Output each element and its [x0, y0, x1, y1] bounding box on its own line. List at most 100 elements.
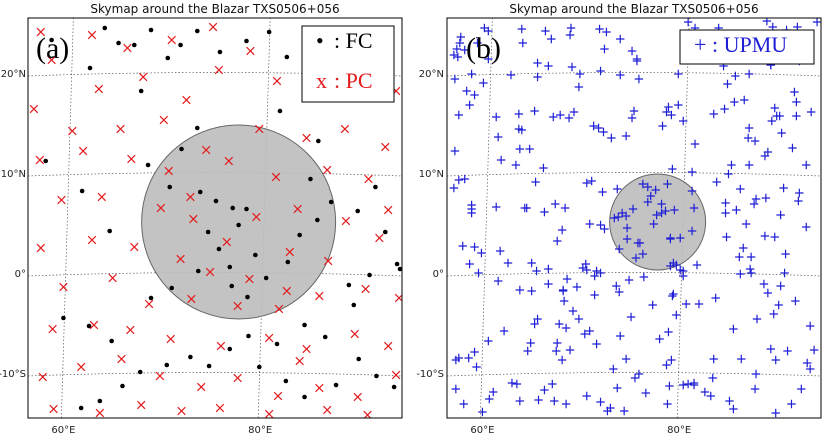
upmu-event-point — [746, 268, 756, 278]
upmu-event-point — [700, 387, 710, 397]
upmu-event-point — [761, 193, 771, 203]
upmu-event-point — [735, 252, 744, 262]
upmu-event-point — [730, 97, 739, 107]
upmu-event-point — [564, 113, 574, 123]
pc-event-point — [216, 341, 226, 351]
upmu-event-point — [517, 24, 526, 34]
fc-event-point — [86, 323, 92, 329]
upmu-event-point — [467, 208, 476, 218]
upmu-event-point — [467, 69, 476, 79]
upmu-event-point — [792, 111, 801, 121]
upmu-event-point — [722, 232, 731, 242]
chart-title: Skymap around the Blazar TXS0506+056 — [90, 2, 339, 16]
upmu-event-point — [689, 203, 699, 213]
upmu-event-point — [560, 203, 570, 213]
upmu-event-point — [766, 344, 776, 354]
upmu-event-point — [760, 151, 770, 161]
legend: •: FC x: PC — [301, 25, 395, 103]
pc-event-point — [89, 320, 99, 330]
upmu-event-point — [749, 199, 759, 209]
pc-event-point — [322, 165, 332, 175]
pc-event-point — [224, 156, 234, 166]
upmu-event-point — [809, 345, 819, 355]
upmu-event-point — [794, 196, 803, 206]
upmu-event-point — [549, 112, 558, 122]
upmu-event-point — [530, 106, 539, 116]
upmu-event-point — [670, 205, 679, 215]
pc-event-point — [264, 333, 274, 343]
panel-label: (b) — [466, 32, 501, 65]
chart-title: Skymap around the Blazar TXS0506+056 — [509, 2, 758, 16]
upmu-event-point — [706, 391, 715, 401]
upmu-event-point — [561, 399, 571, 409]
fc-event-point — [195, 268, 201, 274]
upmu-event-point — [484, 54, 493, 64]
upmu-event-point — [750, 384, 760, 394]
fc-event-point — [373, 184, 378, 190]
fc-event-point — [206, 363, 212, 369]
upmu-event-point — [531, 177, 540, 187]
upmu-event-point — [760, 231, 770, 241]
upmu-event-point — [802, 160, 811, 170]
upmu-event-point — [523, 346, 532, 356]
upmu-event-point — [541, 26, 550, 36]
upmu-event-point — [567, 62, 577, 72]
upmu-event-point — [615, 244, 624, 254]
upmu-event-point — [569, 107, 579, 117]
upmu-event-point — [582, 391, 591, 401]
upmu-event-point — [634, 74, 644, 84]
pc-event-point — [29, 104, 39, 114]
upmu-event-point — [805, 364, 815, 374]
fc-event-point — [236, 222, 241, 228]
pc-event-point — [94, 84, 104, 94]
upmu-event-point — [613, 184, 622, 194]
search-region-circle — [141, 124, 337, 320]
upmu-event-point — [609, 364, 618, 374]
fc-event-point — [120, 383, 125, 389]
upmu-event-point — [783, 346, 792, 356]
upmu-event-point — [739, 243, 748, 253]
fc-event-point — [346, 282, 352, 288]
upmu-event-point — [639, 272, 649, 282]
fc-event-point — [188, 354, 193, 360]
pc-event-point — [97, 192, 107, 202]
upmu-event-point — [771, 355, 780, 365]
pc-event-point — [182, 95, 191, 105]
upmu-event-point — [453, 52, 463, 62]
upmu-event-point — [602, 27, 611, 37]
upmu-event-point — [742, 219, 751, 229]
parallel-gridline — [447, 372, 821, 377]
upmu-event-point — [511, 160, 521, 170]
upmu-event-point — [774, 300, 783, 310]
y-tick-label: 20°N — [419, 69, 444, 80]
fc-event-point — [97, 398, 103, 404]
pc-event-point — [186, 192, 195, 202]
fc-event-point — [283, 378, 289, 384]
upmu-event-point — [614, 212, 623, 222]
upmu-event-point — [527, 258, 536, 268]
fc-event-point — [229, 283, 235, 289]
fc-event-point — [284, 54, 290, 60]
upmu-event-point — [683, 18, 693, 27]
fc-event-point — [205, 229, 211, 235]
upmu-event-point — [657, 199, 666, 209]
fc-event-point — [137, 369, 143, 375]
upmu-event-point — [458, 241, 467, 251]
upmu-event-point — [770, 232, 779, 242]
upmu-event-point — [638, 249, 648, 259]
upmu-event-point — [731, 71, 740, 81]
pc-event-point — [144, 299, 154, 309]
fc-event-point — [194, 125, 200, 131]
upmu-event-point — [552, 346, 561, 356]
fc-event-point — [49, 37, 54, 43]
upmu-event-point — [596, 220, 605, 230]
upmu-event-point — [641, 388, 651, 398]
pc-event-point — [255, 124, 264, 134]
panel-b: Skymap around the Blazar TXS0506+056 20°N… — [416, 2, 822, 436]
fc-event-point — [167, 184, 173, 190]
upmu-event-point — [610, 213, 619, 223]
upmu-event-point — [553, 338, 562, 348]
pc-event-point — [196, 382, 206, 392]
parallel-gridline — [447, 172, 821, 177]
